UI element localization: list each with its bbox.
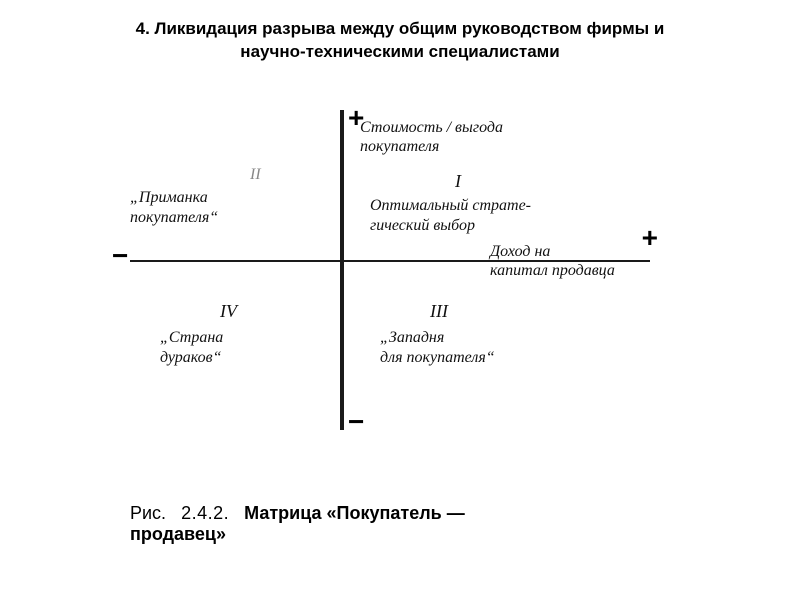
caption-text-line2: продавец»	[130, 524, 226, 544]
y-axis-label: Стоимость / выгода покупателя	[360, 118, 503, 156]
figure-caption: Рис. 2.4.2. Матрица «Покупатель — продав…	[130, 503, 465, 545]
x-axis-label-line2: капитал продавца	[490, 262, 615, 279]
page-title: 4. Ликвидация разрыва между общим руково…	[60, 18, 740, 64]
quadrant-1-roman: I	[455, 170, 461, 193]
quadrant-2-line1: „Приманка	[130, 189, 208, 206]
title-line1: 4. Ликвидация разрыва между общим руково…	[136, 19, 665, 38]
quadrant-4-line1: „Страна	[160, 329, 223, 346]
quadrant-2-label: „Приманка покупателя“	[130, 188, 218, 228]
matrix-diagram: + − − + Стоимость / выгода покупателя До…	[130, 110, 650, 430]
quadrant-1-line2: гический выбор	[370, 217, 475, 234]
quadrant-1-line1: Оптимальный страте-	[370, 197, 531, 214]
x-axis-label-line1: Доход на	[490, 243, 550, 260]
minus-bottom-icon: −	[348, 406, 364, 438]
quadrant-2-line2: покупателя“	[130, 209, 218, 226]
caption-number: 2.4.2.	[181, 503, 229, 523]
caption-text-line1: Матрица «Покупатель —	[244, 503, 465, 523]
quadrant-1-label: Оптимальный страте- гический выбор	[370, 196, 531, 236]
caption-prefix: Рис.	[130, 503, 166, 523]
plus-right-icon: +	[642, 222, 658, 254]
quadrant-4-label: „Страна дураков“	[160, 328, 223, 368]
quadrant-4-line2: дураков“	[160, 349, 222, 366]
title-line2: научно-техническими специалистами	[240, 42, 559, 61]
minus-left-icon: −	[112, 240, 128, 272]
quadrant-4-roman: IV	[220, 300, 237, 323]
y-axis-label-line2: покупателя	[360, 138, 439, 155]
quadrant-3-label: „Западня для покупателя“	[380, 328, 495, 368]
quadrant-2-roman: II	[250, 166, 261, 184]
quadrant-3-line1: „Западня	[380, 329, 444, 346]
quadrant-3-roman: III	[430, 300, 448, 323]
quadrant-3-line2: для покупателя“	[380, 349, 495, 366]
x-axis-label: Доход на капитал продавца	[490, 242, 615, 280]
y-axis-label-line1: Стоимость / выгода	[360, 119, 503, 136]
vertical-axis	[340, 110, 344, 430]
